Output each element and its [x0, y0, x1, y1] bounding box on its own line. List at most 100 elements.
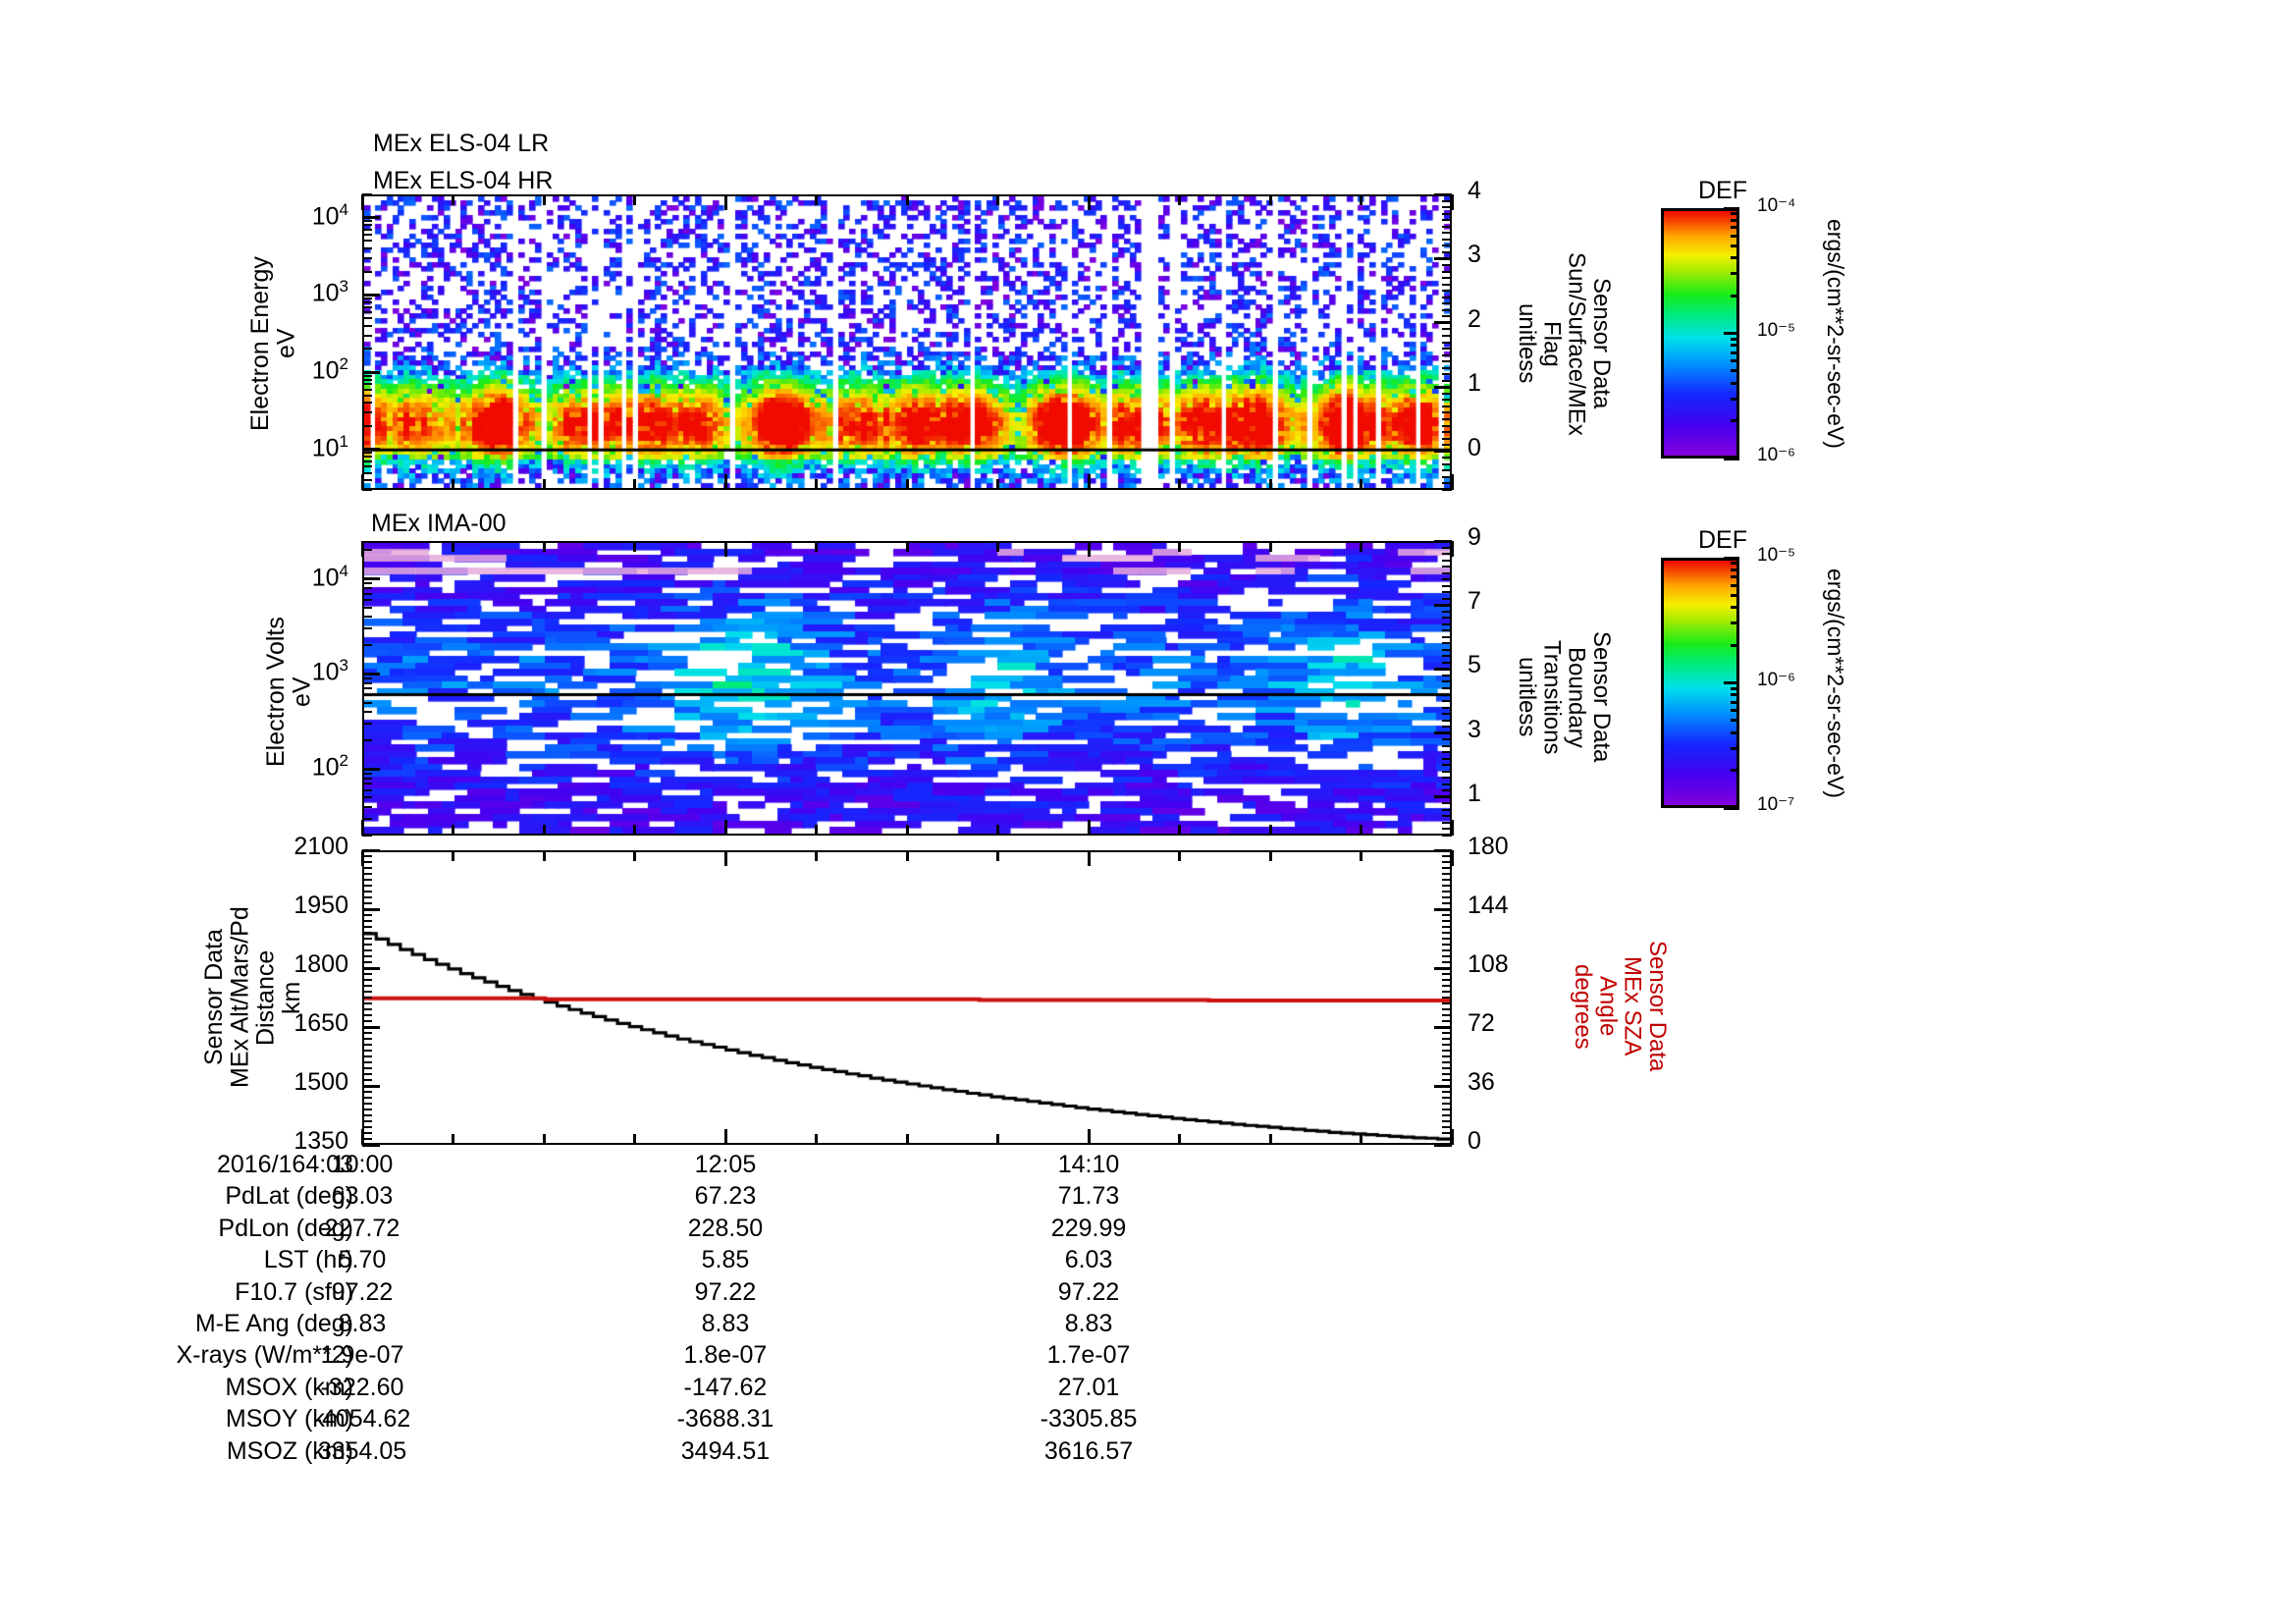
colorbar1-tick: [1731, 419, 1739, 423]
panel2-rtick-minor: [1442, 584, 1452, 587]
panel3-rtick-minor: [1442, 944, 1452, 946]
panel2-ytick-minor: [362, 681, 372, 684]
panel3-ytick-minor: [362, 861, 372, 863]
panel3-rtick-minor: [1442, 879, 1452, 881]
panel3-ytick-minor: [362, 955, 372, 957]
panel2-ytick-minor: [362, 835, 372, 837]
panel2-rtick-minor: [1442, 642, 1452, 645]
colorbar1-tick: [1731, 243, 1739, 247]
panel2-xtick: [633, 541, 636, 552]
panel3-ytick-label: 1650: [294, 1009, 348, 1037]
panel3-xtick: [633, 1134, 636, 1145]
panel1-ytick-minor: [362, 388, 372, 391]
panel3-rtick-minor: [1442, 1020, 1452, 1022]
panel1-rtick-minor: [1442, 250, 1452, 253]
panel2-ytick-minor: [362, 687, 372, 690]
panel1-rtick-minor: [1442, 199, 1452, 202]
panel1-rtick-minor: [1442, 366, 1452, 369]
panel3-rtick-minor: [1442, 1044, 1452, 1046]
panel3-xtick: [452, 1134, 454, 1145]
panel2-rtick-label: 7: [1468, 587, 1481, 616]
panel1-title-lr: MEx ELS-04 LR: [373, 130, 550, 157]
panel2-xtick: [723, 820, 727, 836]
panel2-xtick: [723, 541, 727, 557]
panel3-ytick-minor: [362, 979, 372, 981]
panel3-xtick: [1087, 850, 1091, 866]
panel3-ytick-minor: [362, 849, 372, 851]
panel3-ytick-minor: [362, 985, 372, 987]
panel1-rtick-label: 4: [1468, 177, 1481, 204]
panel2-ytick-minor: [362, 581, 372, 584]
panel1-xtick: [1268, 194, 1272, 205]
panel3-ytick-minor: [362, 885, 372, 887]
panel3-xtick: [360, 850, 364, 866]
colorbar1-tick: [1724, 332, 1739, 335]
panel2-rtick-minor: [1442, 744, 1452, 747]
panel1-ytick-minor: [362, 402, 372, 405]
colorbar1-tick: [1731, 369, 1739, 373]
ephemeris-row-value: 1.8e-07: [683, 1341, 768, 1370]
ephemeris-row-label: 2016/164:03: [216, 1151, 353, 1178]
panel1-rtick-minor: [1442, 418, 1452, 421]
panel2-xtick: [1268, 825, 1272, 836]
panel3-xtick: [996, 1134, 999, 1145]
panel3-plot-area[interactable]: [362, 850, 1452, 1145]
panel2-rtick-minor: [1442, 700, 1452, 703]
ephemeris-row-value: 3494.51: [680, 1436, 771, 1465]
panel3-ytick-minor: [362, 1097, 372, 1099]
panel3-xtick: [723, 850, 727, 866]
panel3-xtick: [633, 850, 636, 861]
panel2-ytick-mark: [362, 672, 380, 676]
panel3-rtick-minor: [1442, 861, 1452, 863]
panel1-rtick-minor: [1442, 405, 1452, 407]
panel1-rtick-minor: [1442, 277, 1452, 280]
panel2-ytick-minor: [362, 627, 372, 630]
colorbar1-title: DEF: [1698, 177, 1747, 204]
panel3-ytick-minor: [362, 1038, 372, 1040]
panel1-ytick-minor: [362, 460, 372, 463]
panel1-rtick-minor: [1442, 392, 1452, 395]
panel3-ytick-minor: [362, 938, 372, 940]
panel1-xtick: [905, 194, 909, 205]
panel3-ytick-minor: [362, 879, 372, 881]
panel2-ytick-minor: [362, 796, 372, 799]
panel1-rtick-minor: [1442, 469, 1452, 472]
ephemeris-row-value: 5.85: [701, 1246, 750, 1274]
panel3-line-canvas: [364, 852, 1450, 1143]
panel1-rtick-minor: [1442, 475, 1452, 478]
panel3-rtick-minor: [1442, 979, 1452, 981]
panel2-ytick-minor: [362, 644, 372, 647]
panel3-ytick-minor: [362, 1132, 372, 1134]
panel1-xtick: [1360, 194, 1362, 205]
panel2-ytick-minor: [362, 599, 372, 602]
panel3-rtick-label: 0: [1468, 1127, 1481, 1155]
panel2-rtick-minor: [1442, 777, 1452, 780]
panel3-rtick-minor: [1442, 1038, 1452, 1040]
panel3-xtick: [452, 850, 454, 861]
panel2-rtick-minor: [1442, 751, 1452, 754]
ephemeris-row-label: PdLat (deg): [225, 1182, 353, 1211]
panel1-xtick: [1087, 474, 1091, 490]
panel1-rtick-minor: [1442, 482, 1452, 485]
panel3-rtick-minor: [1442, 1144, 1452, 1146]
panel1-rtick-minor: [1442, 450, 1452, 453]
xaxis-tick-label: 10:00: [331, 1151, 394, 1178]
colorbar2-tick: [1731, 593, 1739, 597]
panel2-ytick-label: 104: [311, 561, 348, 591]
panel1-rtick-minor: [1442, 348, 1452, 351]
panel2-ytick-minor: [362, 739, 372, 742]
panel2-ytick-minor: [362, 606, 372, 609]
panel2-ytick-minor: [362, 710, 372, 713]
panel2-ytick-minor: [362, 676, 372, 679]
panel3-xtick: [1178, 1134, 1181, 1145]
panel1-plot-area[interactable]: [362, 194, 1452, 490]
panel2-plot-area[interactable]: [362, 541, 1452, 836]
panel3-rtick-minor: [1442, 920, 1452, 922]
panel2-rtick-minor: [1442, 661, 1452, 664]
panel3-rtick-minor: [1442, 891, 1452, 893]
panel2-ytick-minor: [362, 723, 372, 726]
panel3-xtick: [905, 1134, 909, 1145]
panel1-xtick: [633, 194, 636, 205]
panel1-ytick-minor: [362, 324, 372, 327]
panel1-rtick-label: 3: [1468, 241, 1481, 269]
